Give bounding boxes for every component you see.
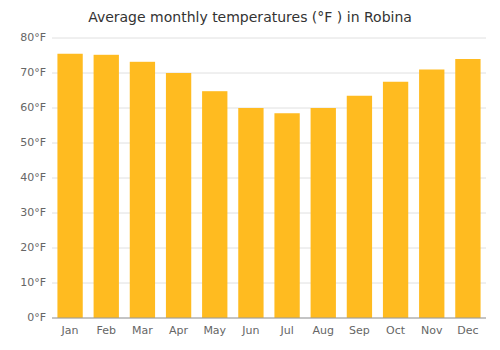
x-tick-label: Oct xyxy=(386,324,406,337)
x-tick-label: Feb xyxy=(97,324,116,337)
y-tick-label: 40°F xyxy=(20,171,46,184)
x-tick-label: Jun xyxy=(241,324,259,337)
bar xyxy=(94,55,119,318)
chart-svg: 0°F 10°F 20°F 30°F 40°F 50°F 60°F 70°F 80°F Jan Fe… xyxy=(0,0,500,350)
y-tick-label: 10°F xyxy=(20,276,46,289)
x-tick-label: Aug xyxy=(313,324,334,337)
x-tick-label: Sep xyxy=(349,324,370,337)
y-tick-label: 70°F xyxy=(20,66,46,79)
bar xyxy=(455,59,480,318)
bar xyxy=(274,113,299,318)
x-tick-label: Jan xyxy=(61,324,79,337)
y-axis: 0°F 10°F 20°F 30°F 40°F 50°F 60°F 70°F 80°F xyxy=(20,31,46,324)
chart-container: 0°F 10°F 20°F 30°F 40°F 50°F 60°F 70°F 80°F Jan Fe… xyxy=(0,0,500,350)
chart-title: Average monthly temperatures (°F ) in Ro… xyxy=(88,9,412,25)
y-tick-label: 30°F xyxy=(20,206,46,219)
bar xyxy=(347,96,372,318)
y-tick-label: 50°F xyxy=(20,136,46,149)
x-tick-label: Dec xyxy=(457,324,478,337)
bar xyxy=(130,62,155,318)
x-tick-label: Nov xyxy=(421,324,443,337)
bar xyxy=(57,54,82,318)
bars xyxy=(57,54,480,318)
y-tick-label: 80°F xyxy=(20,31,46,44)
bar xyxy=(419,70,444,319)
bar xyxy=(202,91,227,318)
bar xyxy=(238,108,263,318)
x-tick-label: Apr xyxy=(169,324,189,337)
grid-line xyxy=(52,38,486,39)
bar xyxy=(311,108,336,318)
y-grid xyxy=(52,38,486,318)
x-tick-label: May xyxy=(203,324,226,337)
x-axis: Jan Feb Mar Apr May Jun Jul Aug Sep Oct Nov Dec xyxy=(61,324,479,337)
bar xyxy=(166,73,191,318)
y-tick-label: 60°F xyxy=(20,101,46,114)
grid-line xyxy=(52,318,486,319)
x-tick-label: Jul xyxy=(279,324,293,337)
y-tick-label: 20°F xyxy=(20,241,46,254)
x-tick-label: Mar xyxy=(132,324,153,337)
y-tick-label: 0°F xyxy=(27,311,46,324)
x-axis-line xyxy=(52,318,486,319)
bar xyxy=(383,82,408,318)
